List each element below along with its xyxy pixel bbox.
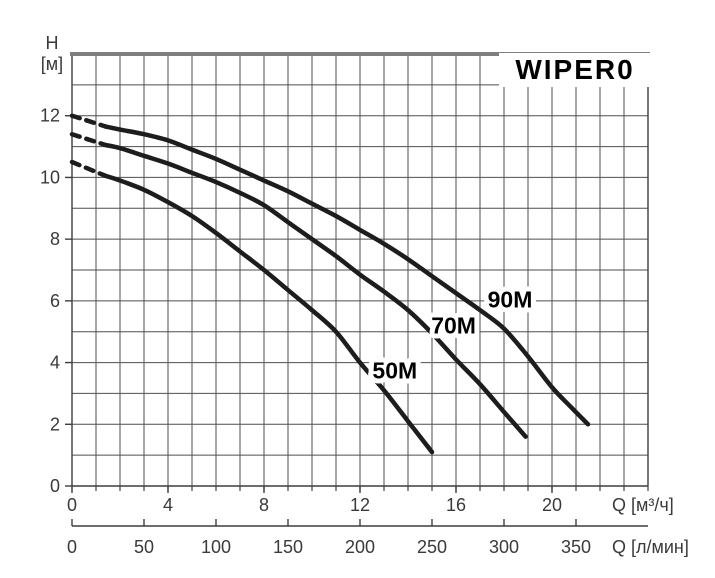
y-axis-tick-label: 4 [50,353,60,373]
curve-label-50m: 50M [372,357,417,383]
x-axis-tick-label: 8 [259,495,269,515]
lmin-axis-tick-label: 100 [201,537,231,557]
pump-curve-50m [103,173,435,455]
chart-title: WIPER0 [499,53,651,87]
curve-label-70m: 70M [431,313,476,339]
y-axis-tick-label: 10 [40,167,60,187]
pump-curve-lead-50m [69,159,108,179]
x-axis-tick-label: 0 [67,495,77,515]
y-axis-title-unit: [м] [41,54,63,74]
y-axis-tick-label: 8 [50,229,60,249]
x-axis-tick-label: 12 [350,495,370,515]
x-axis-tick-label: 20 [542,495,562,515]
pump-curve-lead-70m [69,131,108,148]
lmin-axis-tick-label: 300 [489,537,519,557]
lmin-axis-tick-label: 350 [561,537,591,557]
curve-label-90m: 90M [488,286,533,312]
lmin-axis-tick-label: 50 [134,537,154,557]
x-axis-tick-label: 16 [446,495,466,515]
y-axis-tick-label: 2 [50,414,60,434]
y-axis-tick-label: 12 [40,106,60,126]
pump-curve-70m [103,142,528,439]
lmin-axis-tick-label: 250 [417,537,447,557]
y-axis-title-symbol: H [46,33,59,53]
x-axis-tick-label: 4 [163,495,173,515]
y-axis-tick-label: 6 [50,291,60,311]
lmin-axis-tick-label: 0 [67,537,77,557]
lmin-axis-tick-label: 150 [273,537,303,557]
lmin-axis-unit-label: Q [л/мин] [612,537,689,557]
lmin-axis-tick-label: 200 [345,537,375,557]
pump-curve-lead-90m [69,113,108,129]
pump-curve-90m [103,124,591,427]
y-axis-tick-label: 0 [50,476,60,496]
x-axis-unit-label: Q [м³/ч] [612,495,674,515]
